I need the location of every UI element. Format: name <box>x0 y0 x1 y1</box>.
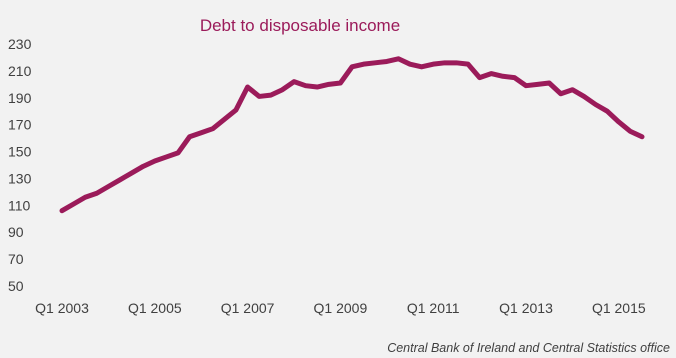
y-tick-label: 230 <box>8 36 32 52</box>
y-tick-label: 110 <box>8 197 31 213</box>
x-axis: Q1 2003 Q1 2005 Q1 2007 Q1 2009 Q1 2011 Q1 20… <box>35 300 646 316</box>
x-tick-label: Q1 2003 <box>35 300 89 316</box>
x-tick-label: Q1 2013 <box>499 300 553 316</box>
y-tick-label: 130 <box>8 170 32 186</box>
plot-area <box>59 56 645 214</box>
chart-title: Debt to disposable income <box>200 16 400 35</box>
x-tick-label: Q1 2005 <box>128 300 182 316</box>
y-axis: 50 70 90 110 130 150 170 190 210 230 <box>8 36 32 294</box>
source-note: Central Bank of Ireland and Central Stat… <box>387 341 670 355</box>
y-tick-label: 170 <box>8 117 32 133</box>
x-tick-label: Q1 2015 <box>592 300 646 316</box>
y-tick-label: 90 <box>8 224 24 240</box>
y-tick-label: 150 <box>8 144 32 160</box>
x-tick-label: Q1 2007 <box>221 300 275 316</box>
y-tick-label: 50 <box>8 278 24 294</box>
x-tick-label: Q1 2011 <box>407 300 460 316</box>
series-line <box>59 56 645 214</box>
y-tick-label: 190 <box>8 90 32 106</box>
y-tick-label: 210 <box>8 63 32 79</box>
y-tick-label: 70 <box>8 251 24 267</box>
x-tick-label: Q1 2009 <box>314 300 368 316</box>
